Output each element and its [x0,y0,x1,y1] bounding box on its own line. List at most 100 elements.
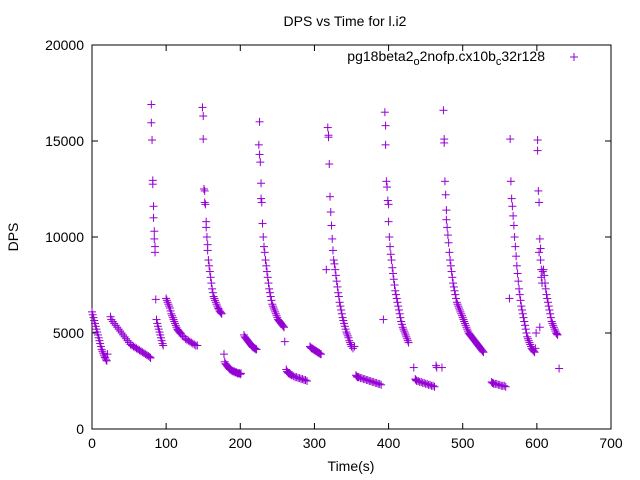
data-point [530,348,539,357]
data-point [437,363,446,372]
data-point [201,200,210,209]
x-tick-label: 200 [229,435,253,451]
x-tick-label: 600 [525,435,549,451]
data-point [271,309,280,318]
data-point [279,322,288,331]
data-point [479,348,488,357]
data-point [150,234,159,243]
data-point [538,267,547,276]
data-point [477,346,486,355]
data-point [523,334,532,343]
y-tick-label: 0 [76,421,84,437]
data-point [519,313,528,322]
data-point [462,323,471,332]
data-point [511,242,520,251]
data-point [402,332,411,341]
data-point [541,279,550,288]
legend-label: pg18beta2o2nofp.cx10bc32r128 [347,48,545,68]
data-point [264,279,273,288]
data-point [268,300,277,309]
data-point [217,308,226,317]
data-point [442,215,451,224]
data-point [149,213,158,222]
data-point [103,350,112,359]
data-point [262,261,271,270]
x-tick-label: 700 [599,435,623,451]
data-point [328,246,337,255]
data-point [350,342,359,351]
data-point [145,353,154,361]
data-point [446,261,455,270]
data-point [348,344,357,353]
data-point [280,323,289,332]
data-point [514,277,523,286]
data-point [327,221,336,230]
data-point [505,294,514,303]
data-point [257,179,266,188]
data-point [392,294,401,303]
data-point [523,332,532,341]
data-point [500,381,509,390]
data-point [399,325,408,334]
data-point [168,313,177,322]
data-point [165,302,174,311]
data-point [533,136,542,145]
data-point [539,265,548,274]
data-point [258,219,267,228]
data-point [332,277,341,286]
data-point [535,248,544,257]
data-point [525,338,534,347]
data-point [453,300,462,309]
legend: pg18beta2o2nofp.cx10bc32r128 [347,48,578,68]
data-point [271,307,280,316]
data-point [489,378,498,387]
data-point [455,305,464,314]
data-point [555,364,564,373]
data-point [391,286,400,295]
data-point [532,329,541,337]
data-point [205,261,214,270]
data-point [256,158,265,167]
data-point [456,307,465,316]
data-point [385,233,394,241]
data-point [520,321,529,330]
x-tick-label: 500 [451,435,475,451]
data-point [510,233,519,241]
data-point [380,108,389,117]
data-point [432,361,441,370]
data-point [150,227,159,236]
data-point [513,269,522,278]
data-point [382,177,391,186]
data-point [403,334,412,343]
data-point [517,302,526,311]
data-point [342,328,351,337]
data-point [207,279,216,288]
data-point [543,298,552,307]
data-point [148,180,157,189]
data-point [455,304,464,313]
data-point [552,329,561,337]
data-point [458,313,467,322]
data-point [303,377,312,385]
data-point [334,288,343,297]
data-point [445,248,454,257]
data-point [219,350,228,359]
data-point [278,321,287,330]
data-point [375,379,384,388]
data-point [200,186,209,195]
data-point [257,194,266,203]
data-point [216,307,225,316]
data-point [463,325,472,334]
data-point [208,284,217,293]
data-point [315,349,324,358]
data-point [459,315,468,324]
data-point [164,300,173,309]
data-point [324,133,333,142]
data-point [442,206,451,215]
data-point [325,160,334,169]
data-point [263,273,272,282]
data-point [270,305,279,314]
data-point [440,138,449,147]
data-point [396,313,405,322]
data-point [401,330,410,339]
